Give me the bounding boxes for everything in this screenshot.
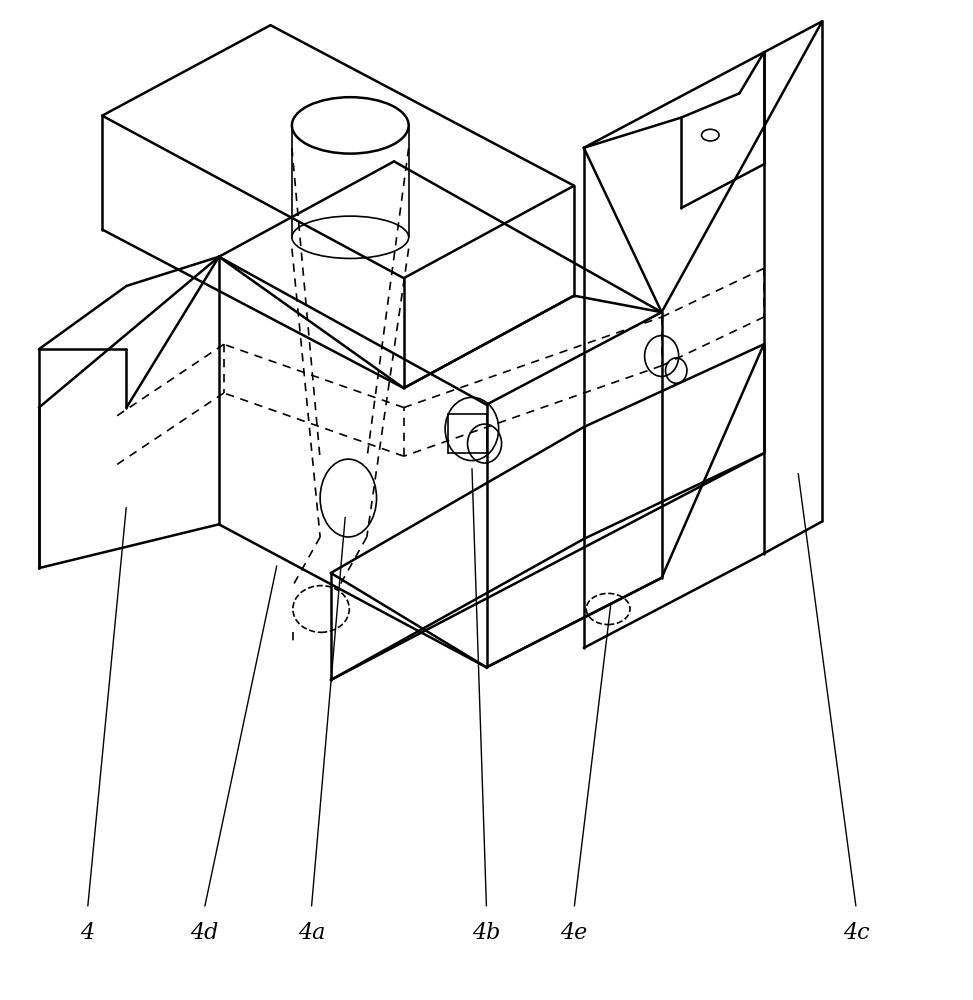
Text: 4: 4 [81,922,94,944]
Text: 4b: 4b [472,922,501,944]
Text: 4d: 4d [190,922,219,944]
Text: 4e: 4e [560,922,588,944]
Text: 4c: 4c [843,922,870,944]
Text: 4a: 4a [298,922,325,944]
